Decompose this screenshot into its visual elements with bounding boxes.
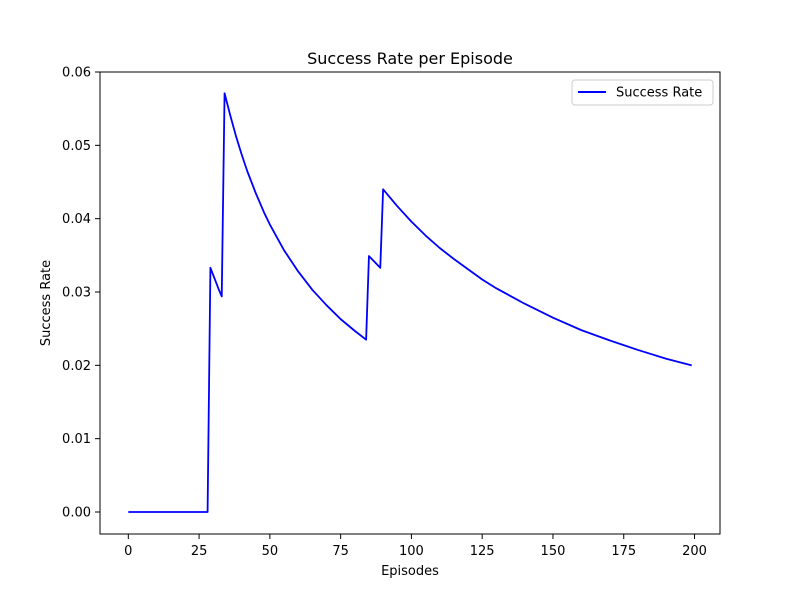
x-tick-label: 100: [399, 544, 424, 559]
y-tick-label: 0.04: [62, 212, 91, 227]
y-tick-label: 0.01: [62, 432, 91, 447]
y-axis: 0.00 0.01 0.02 0.03 0.04 0.05 0.06: [62, 66, 100, 521]
x-axis-label: Episodes: [381, 564, 439, 579]
y-tick-label: 0.05: [62, 139, 91, 154]
y-tick-label: 0.06: [62, 66, 91, 81]
y-tick-label: 0.00: [62, 506, 91, 521]
x-tick-label: 75: [332, 544, 349, 559]
x-tick-label: 175: [611, 544, 636, 559]
x-tick-label: 25: [191, 544, 208, 559]
y-axis-label: Success Rate: [39, 260, 54, 346]
y-tick-label: 0.02: [62, 359, 91, 374]
series-line-success-rate: [128, 92, 692, 513]
series-layer: [128, 92, 692, 513]
chart-title: Success Rate per Episode: [307, 49, 513, 68]
x-tick-label: 200: [682, 544, 707, 559]
x-tick-label: 50: [262, 544, 279, 559]
x-tick-label: 0: [124, 544, 132, 559]
x-tick-label: 125: [470, 544, 495, 559]
x-axis: 0 25 50 75 100 125 150 175 200: [124, 534, 707, 559]
x-tick-label: 150: [541, 544, 566, 559]
y-tick-label: 0.03: [62, 286, 91, 301]
legend-box: [571, 79, 714, 106]
legend-label: Success Rate: [616, 86, 702, 101]
legend: Success Rate: [571, 79, 714, 106]
axes-frame: [99, 71, 721, 535]
plot-area: [99, 71, 721, 535]
